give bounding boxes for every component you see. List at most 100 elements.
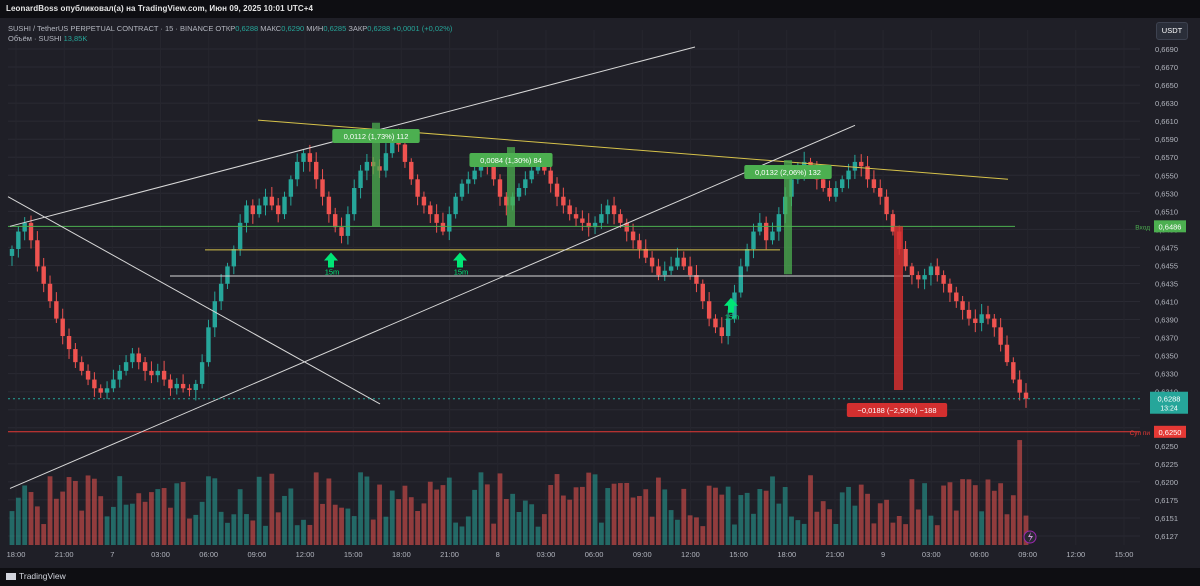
- candle-body: [237, 222, 243, 249]
- price-tick: 0,6590: [1155, 135, 1178, 144]
- candle-body: [738, 266, 744, 293]
- volume-bar: [288, 488, 294, 545]
- candle-body: [314, 161, 319, 180]
- volume-bar: [358, 472, 363, 545]
- candle-body: [174, 383, 179, 389]
- volume-bars: [9, 440, 1029, 545]
- close-value: 0,6288: [367, 24, 391, 33]
- volume-bar: [776, 503, 782, 545]
- volume-bar: [136, 493, 142, 545]
- volume-bar: [782, 487, 788, 545]
- candle-body: [117, 370, 122, 380]
- volume-bar: [592, 474, 598, 545]
- volume-bar: [947, 482, 953, 545]
- volume-bar: [206, 476, 211, 545]
- candle-body: [827, 188, 832, 197]
- candle-body: [199, 362, 205, 384]
- price-tick: 0,6550: [1155, 171, 1178, 180]
- time-tick: 21:00: [55, 550, 74, 559]
- arrow-label: 15m: [454, 267, 469, 276]
- volume-bar: [351, 516, 357, 545]
- candle-body: [193, 383, 198, 391]
- candle-body: [719, 327, 724, 337]
- tradingview-logo[interactable]: TradingView: [6, 571, 66, 581]
- candle-body: [548, 170, 553, 184]
- volume-bar: [839, 492, 845, 545]
- volume-bar: [751, 513, 756, 545]
- candle-body: [453, 196, 458, 215]
- volume-bar: [896, 515, 902, 545]
- volume-bar: [231, 514, 237, 545]
- measure-bar-down: [894, 226, 903, 391]
- candle-body: [225, 266, 230, 284]
- candle-body: [744, 248, 750, 267]
- change-value: +0,0001 (+0,02%): [392, 24, 453, 33]
- measure-bar-up: [507, 147, 515, 227]
- measure-bar-up: [372, 122, 380, 227]
- candle-body: [92, 379, 97, 389]
- volume-bar: [953, 510, 959, 545]
- chart-area[interactable]: [0, 18, 1200, 568]
- candle-body: [383, 153, 389, 171]
- volume-bar: [415, 511, 420, 545]
- volume-value: 13,85K: [63, 34, 88, 43]
- volume-bar: [662, 489, 668, 545]
- arrow-up-icon: [324, 252, 338, 268]
- brand-label: TradingView: [19, 571, 66, 581]
- candle-body: [922, 275, 927, 280]
- time-tick: 21:00: [440, 550, 459, 559]
- candle-body: [516, 188, 522, 197]
- candle-body: [935, 266, 940, 276]
- candle-body: [256, 205, 262, 215]
- volume-bar: [402, 485, 408, 545]
- candle-body: [821, 179, 826, 189]
- volume-bar: [294, 525, 300, 545]
- price-tick: 0,6670: [1155, 63, 1178, 72]
- candle-body: [523, 179, 528, 189]
- candle-body: [275, 205, 281, 215]
- level-tag: [1154, 425, 1186, 438]
- volume-bar: [459, 526, 465, 545]
- volume-bar: [111, 506, 116, 545]
- candle-body: [985, 314, 991, 319]
- candle-body: [269, 196, 275, 206]
- candle-body: [28, 222, 34, 241]
- currency-button[interactable]: USDT: [1156, 22, 1188, 40]
- candle-body: [136, 353, 141, 363]
- price-tick: 0,6200: [1155, 478, 1178, 487]
- candle-body: [909, 266, 915, 276]
- measure-label-box: [332, 129, 420, 143]
- candle-body: [79, 362, 84, 371]
- volume-bar: [706, 485, 712, 545]
- price-tick: 0,6350: [1155, 352, 1178, 361]
- volume-bar: [903, 524, 908, 545]
- symbol-name: SUSHI / TetherUS PERPETUAL CONTRACT · 15…: [8, 24, 214, 33]
- volume-bar: [827, 509, 832, 545]
- volume-legend[interactable]: Объём · SUSHI 13,85K: [8, 34, 87, 43]
- price-tick: 0,6151: [1155, 514, 1178, 523]
- volume-bar: [611, 483, 617, 545]
- volume-bar: [579, 486, 585, 545]
- candle-body: [599, 214, 604, 223]
- volume-bar: [548, 484, 554, 545]
- candle-body: [675, 257, 680, 267]
- volume-bar: [41, 524, 47, 545]
- countdown: 13:24: [1160, 406, 1178, 413]
- candle-body: [884, 196, 889, 215]
- candle-body: [415, 179, 420, 197]
- volume-bar: [180, 481, 186, 545]
- price-tick: 0,6250: [1155, 442, 1178, 451]
- footer-bar: [0, 568, 1200, 586]
- measure-label: 0,0112 (1,73%) 112: [344, 132, 409, 141]
- candle-body: [402, 144, 408, 162]
- volume-bar: [510, 493, 516, 545]
- candle-body: [725, 318, 731, 337]
- candle-body: [662, 270, 667, 276]
- time-tick: 8: [496, 550, 500, 559]
- watermark-bar: LeonardBoss опубликовал(а) на TradingVie…: [0, 0, 1200, 18]
- volume-bar: [516, 512, 522, 545]
- candle-body: [428, 205, 433, 215]
- volume-bar: [440, 485, 446, 545]
- symbol-legend[interactable]: SUSHI / TetherUS PERPETUAL CONTRACT · 15…: [8, 24, 452, 33]
